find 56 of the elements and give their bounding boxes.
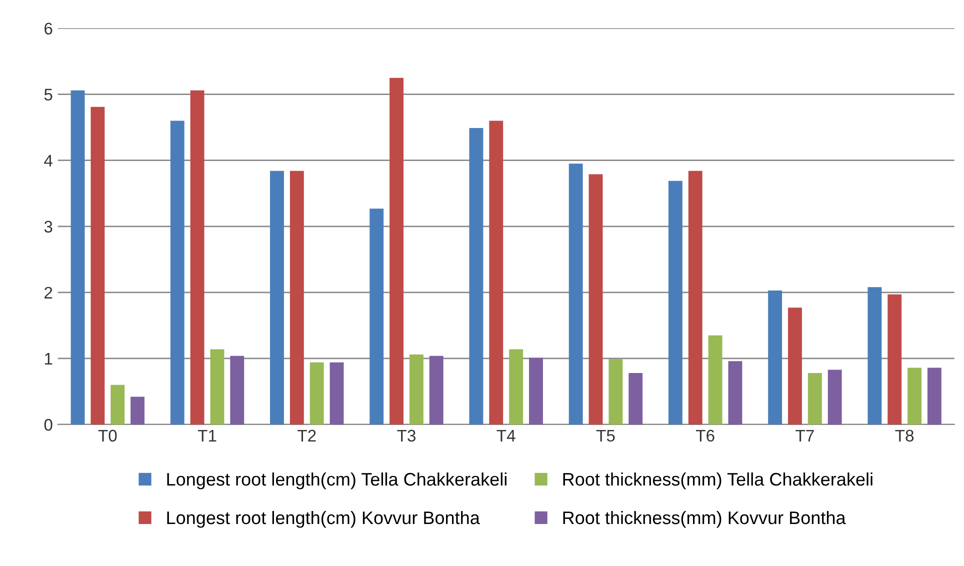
y-tick-label: 4 bbox=[44, 154, 52, 166]
bar bbox=[170, 120, 184, 424]
bar bbox=[270, 170, 284, 424]
bar bbox=[608, 359, 623, 424]
bar bbox=[310, 362, 324, 424]
bar bbox=[90, 106, 105, 424]
bar bbox=[808, 372, 822, 424]
y-tick-label: 6 bbox=[44, 22, 52, 35]
bar bbox=[110, 384, 125, 424]
legend-label: Longest root length(cm) Tella Chakkerakeli bbox=[167, 472, 506, 490]
bar bbox=[390, 78, 404, 424]
bar bbox=[330, 362, 344, 424]
bar bbox=[130, 396, 145, 424]
y-tick-label: 1 bbox=[44, 353, 52, 365]
bar bbox=[529, 358, 543, 424]
bar bbox=[688, 170, 702, 424]
x-tick-label: T1 bbox=[198, 430, 216, 442]
bar bbox=[868, 287, 882, 424]
bar bbox=[768, 290, 782, 424]
x-tick-label: T7 bbox=[796, 430, 814, 442]
legend-label: Root thickness(mm) Kovvur Bontha bbox=[563, 510, 846, 528]
bar bbox=[469, 128, 484, 424]
bar bbox=[190, 90, 204, 424]
bar bbox=[489, 120, 504, 424]
x-tick-label: T3 bbox=[397, 430, 416, 442]
legend-label: Longest root length(cm) Kovvur Bontha bbox=[167, 510, 480, 528]
bar bbox=[708, 335, 722, 424]
bar bbox=[668, 180, 682, 424]
bar bbox=[230, 356, 244, 424]
bar bbox=[927, 368, 942, 424]
bar bbox=[628, 372, 643, 424]
x-tick-label: T0 bbox=[98, 430, 117, 442]
x-tick-label: T5 bbox=[596, 430, 615, 442]
x-tick-label: T6 bbox=[696, 430, 714, 442]
y-tick-label: 2 bbox=[44, 286, 52, 298]
bar bbox=[370, 208, 384, 424]
bar bbox=[290, 170, 304, 424]
bar bbox=[70, 90, 85, 424]
bar bbox=[728, 361, 742, 424]
x-tick-label: T8 bbox=[895, 430, 914, 442]
bar bbox=[908, 368, 922, 424]
bar bbox=[210, 349, 224, 424]
y-tick-label: 0 bbox=[44, 418, 52, 431]
bar bbox=[509, 349, 524, 424]
bar bbox=[429, 356, 444, 424]
x-tick-label: T2 bbox=[298, 430, 316, 442]
y-tick-label: 3 bbox=[44, 220, 52, 233]
bar bbox=[568, 164, 583, 424]
x-tick-label: T4 bbox=[496, 430, 516, 442]
bar bbox=[788, 308, 802, 424]
bar bbox=[828, 370, 842, 424]
bar bbox=[888, 294, 902, 424]
bar bbox=[588, 174, 603, 424]
y-tick-label: 5 bbox=[44, 88, 52, 101]
legend-label: Root thickness(mm) Tella Chakkerakeli bbox=[563, 472, 872, 490]
bar bbox=[409, 354, 424, 424]
